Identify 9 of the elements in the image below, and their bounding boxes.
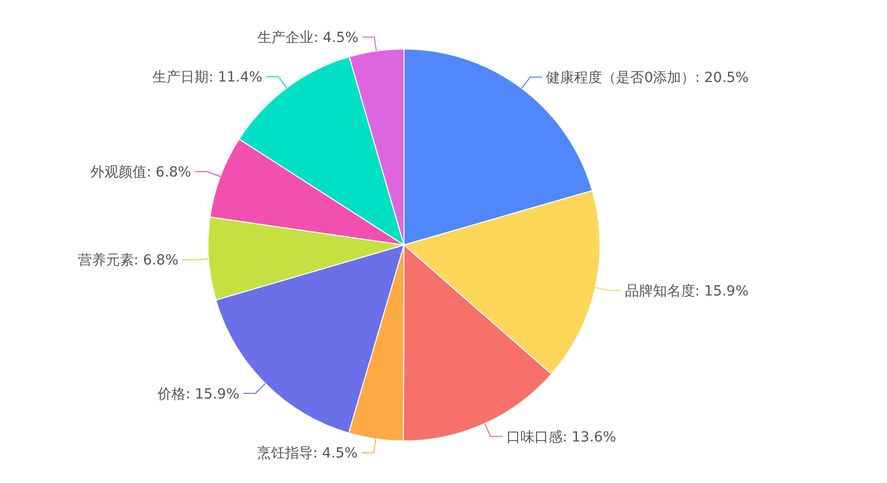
slice-label: 生产企业: 4.5%	[258, 30, 358, 46]
slice-label: 口味口感: 13.6%	[506, 429, 616, 446]
slice-label: 营养元素: 6.8%	[78, 252, 179, 269]
slice-label: 生产日期: 11.4%	[152, 70, 262, 86]
slice-label: 烹饪指导: 4.5%	[256, 446, 358, 462]
slice-label: 价格: 15.9%	[156, 386, 240, 402]
slice-label: 品牌知名度: 15.9%	[625, 283, 749, 300]
slice-label: 健康程度（是否0添加）: 20.5%	[546, 70, 749, 86]
slice-label: 外观颜值: 6.8%	[90, 164, 192, 181]
